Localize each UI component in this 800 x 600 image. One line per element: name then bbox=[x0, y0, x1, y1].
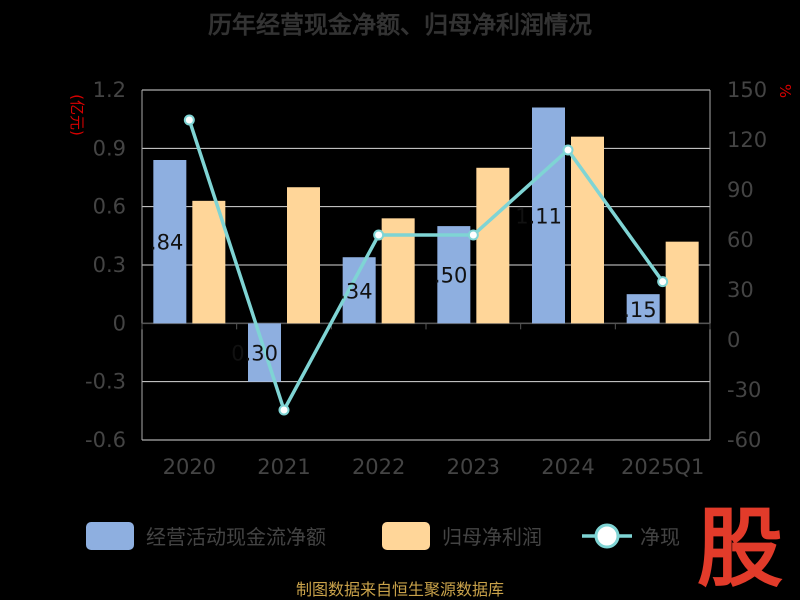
x-tick-label: 2024 bbox=[541, 455, 594, 479]
left-tick-label: 1.2 bbox=[93, 78, 126, 102]
bar bbox=[532, 107, 565, 324]
left-tick-label: 0.3 bbox=[93, 253, 126, 277]
right-axis: 150 120 90 60 30 0 -30 -60 bbox=[709, 78, 767, 452]
legend-label: 经营活动现金流净额 bbox=[146, 525, 326, 549]
right-tick-label: -30 bbox=[727, 378, 761, 402]
legend-marker bbox=[594, 523, 620, 549]
x-tick-label: 2020 bbox=[163, 455, 216, 479]
logo-mark: 股 bbox=[697, 499, 783, 599]
right-axis-unit: % bbox=[776, 84, 794, 98]
left-axis-unit: (亿元) bbox=[68, 94, 86, 136]
line-point bbox=[562, 144, 574, 156]
legend-label: 净现 bbox=[640, 525, 680, 549]
right-tick-label: -60 bbox=[727, 428, 761, 452]
right-tick-label: 30 bbox=[727, 278, 754, 302]
bar bbox=[571, 136, 604, 324]
bar bbox=[192, 200, 226, 324]
line-point bbox=[467, 229, 479, 241]
line-path bbox=[187, 119, 665, 415]
x-tick-label: 2023 bbox=[447, 455, 500, 479]
bar bbox=[665, 241, 699, 324]
bar bbox=[287, 187, 320, 324]
right-tick-label: 150 bbox=[727, 78, 767, 102]
bar-value-label: .84 bbox=[150, 231, 183, 255]
left-tick-label: 0.9 bbox=[93, 136, 126, 160]
x-tick-label: 2025Q1 bbox=[621, 455, 704, 479]
left-tick-label: 0 bbox=[113, 311, 126, 335]
line-point bbox=[373, 229, 385, 241]
line-series bbox=[183, 114, 669, 416]
left-axis: 1.2 0.9 0.6 0.3 0 -0.3 -0.6 bbox=[85, 78, 143, 452]
right-tick-label: 0 bbox=[727, 328, 740, 352]
legend-label: 归母净利润 bbox=[442, 525, 542, 549]
left-tick-label: 0.6 bbox=[93, 195, 126, 219]
line-point bbox=[183, 114, 195, 126]
bar-value-label: 0.30 bbox=[231, 342, 278, 366]
bar-value-label: .50 bbox=[434, 264, 467, 288]
right-tick-label: 120 bbox=[727, 128, 767, 152]
bar-value-label: 1.11 bbox=[515, 204, 562, 228]
legend-swatch bbox=[86, 522, 134, 550]
x-axis: 2020 2021 2022 2023 2024 2025Q1 bbox=[141, 322, 711, 479]
x-tick-label: 2021 bbox=[257, 455, 310, 479]
legend-swatch bbox=[382, 522, 430, 550]
bar-value-label: .34 bbox=[339, 279, 372, 303]
line-point bbox=[657, 276, 669, 288]
left-tick-label: -0.3 bbox=[85, 370, 126, 394]
right-tick-label: 60 bbox=[727, 228, 754, 252]
x-tick-label: 2022 bbox=[352, 455, 405, 479]
bars bbox=[153, 107, 699, 382]
right-tick-label: 90 bbox=[727, 178, 754, 202]
chart-title: 历年经营现金净额、归母净利润情况 bbox=[208, 11, 592, 39]
bar bbox=[153, 160, 187, 324]
bar bbox=[626, 294, 660, 324]
legend: 经营活动现金流净额 归母净利润 净现 bbox=[86, 522, 680, 550]
line-point bbox=[278, 404, 290, 416]
grid bbox=[142, 89, 710, 441]
bar-labels: .84 0.30 .34 .50 1.11 .15 bbox=[150, 204, 657, 365]
left-tick-label: -0.6 bbox=[85, 428, 126, 452]
bar bbox=[476, 167, 510, 324]
footer-source: 制图数据来自恒生聚源数据库 bbox=[296, 580, 504, 599]
bar-value-label: .15 bbox=[623, 298, 656, 322]
bar bbox=[437, 226, 471, 324]
